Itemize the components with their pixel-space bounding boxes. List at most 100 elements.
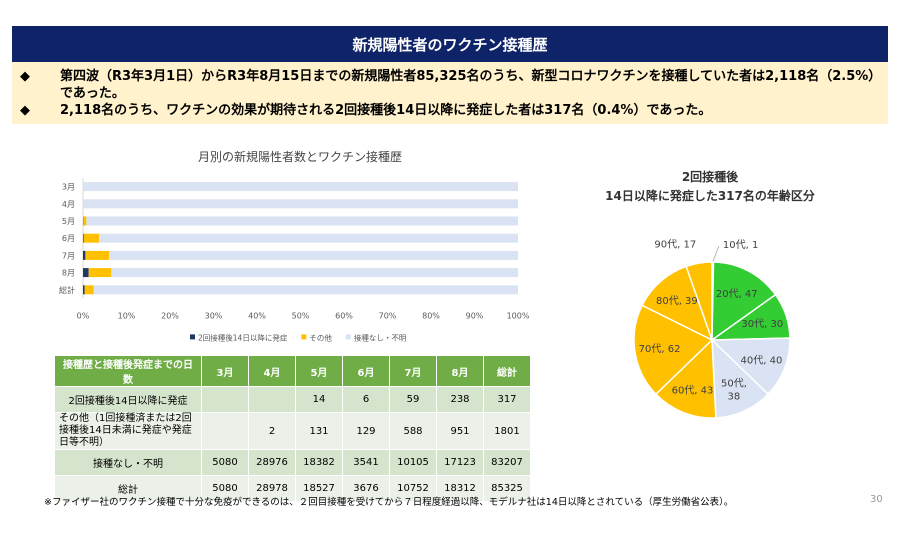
bar-segment [83,233,84,243]
pie-slice [685,261,713,341]
table-cell: 3676 [342,475,390,502]
pie-slice [711,261,777,342]
bar-segment [93,285,519,295]
table-cell [201,386,249,413]
pie-slice-label: 90代, 17 [654,238,696,250]
diamond-icon: ◆ [20,69,30,84]
table-header-cell: 4月 [248,355,296,387]
table-cell: 5080 [201,449,249,476]
bar-category-label: 7月 [62,251,75,260]
table-cell: 28978 [248,475,296,502]
table-cell: 5080 [201,475,249,502]
bar-category-label: 8月 [62,269,75,278]
pie-slice [641,265,714,342]
table-cell: 接種なし・不明 [54,449,202,476]
table-header-cell: 接種歴と接種後発症までの日数 [54,355,202,387]
bar-segment [88,268,112,278]
table-cell: 1801 [483,412,531,450]
table-cell: 317 [483,386,531,413]
bar-segment [109,250,519,260]
table-cell: 総計 [54,475,202,502]
pie-slice-label: 20代, 47 [716,288,758,300]
bar-chart-title: 月別の新規陽性者数とワクチン接種歴 [197,150,402,164]
table-cell: 129 [342,412,390,450]
bar-x-tick-label: 90% [466,311,484,320]
bar-segment [83,233,99,243]
bar-x-tick-label: 100% [507,311,530,320]
bar-x-tick-label: 40% [248,311,266,320]
table-cell [248,386,296,413]
legend-label: 2回接種後14日以降に発症 [198,332,288,342]
legend-swatch [301,334,307,340]
table-header-cell: 3月 [201,355,249,387]
bar-segment [83,268,89,278]
summary-bullet-1: ◆ 第四波（R3年3月1日）からR3年8月15日までの新規陽性者85,325名の… [20,68,880,102]
legend-swatch [190,334,195,340]
diamond-icon: ◆ [20,103,30,118]
legend-label: 接種なし・不明 [354,332,407,342]
bar-segment [83,250,86,260]
page-number: 30 [870,494,883,505]
table-cell: 951 [436,412,484,450]
table-header-cell: 5月 [295,355,343,387]
pie-slice-label: 60代, 43 [672,384,714,396]
pie-slice-label: 80代, 39 [656,295,698,307]
table-header-cell: 7月 [389,355,437,387]
bar-x-tick-label: 0% [77,311,90,320]
summary-text-2: 2,118名のうち、ワクチンの効果が期待される2回接種後14日以降に発症した者は… [60,103,712,118]
bar-segment [83,216,87,226]
table-cell: 28976 [248,449,296,476]
footnote: ※ファイザー社のワクチン接種で十分な免疫ができるのは、２回目接種を受けてから７日… [44,497,734,508]
bar-x-tick-label: 30% [205,311,223,320]
table-cell: 3541 [342,449,390,476]
table-cell: 131 [295,412,343,450]
table-cell: 59 [389,386,437,413]
table-cell: 10752 [389,475,437,502]
summary-bullet-2: ◆ 2,118名のうち、ワクチンの効果が期待される2回接種後14日以降に発症した… [20,102,880,119]
bar-category-label: 5月 [62,217,75,226]
table-row: 接種なし・不明 5080 28976 18382 3541 10105 1712… [54,449,531,476]
table-cell: その他（1回接種済または2回接種後14日未満に発症や発症日等不明） [54,412,202,450]
bar-segment [98,233,518,243]
bar-segment [84,285,94,295]
pie-slice-label: 40代, 40 [741,354,783,366]
table-cell: 2 [248,412,296,450]
table-header-row: 接種歴と接種後発症までの日数 3月 4月 5月 6月 7月 8月 総計 [54,355,531,387]
pie-chart-title: 2回接種後 14日以降に発症した317名の年齢区分 [580,168,840,206]
bar-x-tick-label: 10% [118,311,136,320]
table-cell: 18382 [295,449,343,476]
summary-text-1: 第四波（R3年3月1日）からR3年8月15日までの新規陽性者85,325名のうち… [60,69,875,101]
table-cell: 10105 [389,449,437,476]
table-cell: 2回接種後14日以降に発症 [54,386,202,413]
table-cell: 83207 [483,449,531,476]
table-cell: 238 [436,386,484,413]
bar-segment [111,268,518,278]
pie-title-line-1: 2回接種後 [681,170,739,184]
pie-title-line-2: 14日以降に発症した317名の年齢区分 [605,189,815,203]
bar-segment [83,182,518,192]
pie-slice-label: 10代, 1 [723,239,758,251]
page-title: 新規陽性者のワクチン接種歴 [12,26,888,62]
table-cell: 14 [295,386,343,413]
table-cell: 18312 [436,475,484,502]
table-cell: 18527 [295,475,343,502]
table-cell: 85325 [483,475,531,502]
pie-chart: 10代, 1 20代, 47 30代, 30 40代, 40 50代, 38 60代, 43… [633,238,791,419]
bar-x-tick-label: 80% [422,311,440,320]
bar-x-tick-label: 50% [292,311,310,320]
legend-swatch [345,334,351,340]
table-header-cell: 8月 [436,355,484,387]
pie-leader-line [712,245,720,263]
bar-category-label: 6月 [62,234,75,243]
bar-category-label: 総計 [59,285,75,295]
table-row: 2回接種後14日以降に発症 14 6 59 238 317 [54,386,531,413]
pie-slice-label: 30代, 30 [741,318,783,330]
table-row: 総計 5080 28978 18527 3676 10752 18312 853… [54,475,531,502]
pie-slice [633,304,714,396]
bar-category-label: 3月 [62,183,75,192]
data-table: 接種歴と接種後発症までの日数 3月 4月 5月 6月 7月 8月 総計 2回接種… [54,355,531,502]
bar-x-tick-label: 60% [335,311,353,320]
bar-segment [85,250,110,260]
pie-slice [710,337,791,396]
